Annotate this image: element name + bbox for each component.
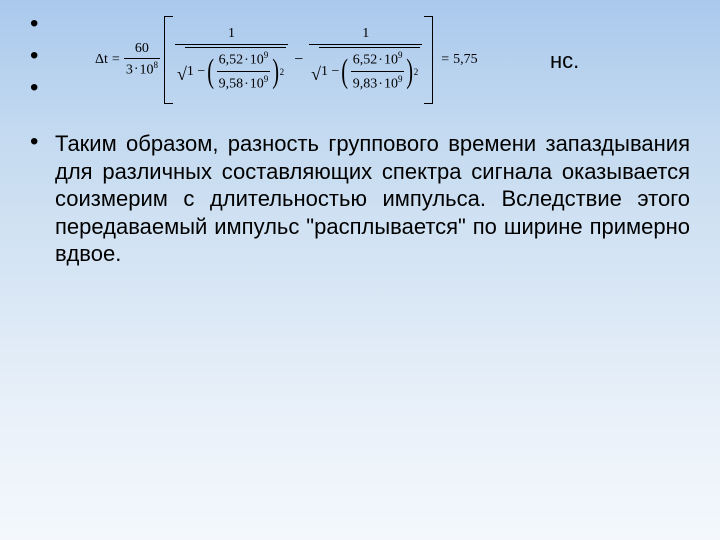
formula-bullet: Δt = 60 3·108 1 √: [10, 12, 690, 122]
term1-fraction: 1 √ 1 − ( 6,52·109: [175, 26, 288, 92]
delta-t-symbol: Δt: [95, 52, 108, 68]
empty-bullet-1: [10, 44, 55, 74]
term2-fraction: 1 √ 1 − ( 6,52·109: [309, 26, 422, 92]
coefficient-fraction: 60 3·108: [124, 41, 160, 79]
paragraph-text: Таким образом, разность группового време…: [55, 130, 690, 268]
minus-sign: −: [288, 51, 309, 69]
formula-equation: Δt = 60 3·108 1 √: [95, 12, 478, 107]
formula-area: Δt = 60 3·108 1 √: [55, 12, 690, 122]
equals-sign-2: =: [437, 52, 453, 68]
term1-sqrt: √ 1 − ( 6,52·109 9,58·109: [177, 47, 286, 92]
left-bracket-icon: [164, 16, 173, 104]
paragraph-bullet: Таким образом, разность группового време…: [10, 130, 690, 268]
equals-sign-1: =: [108, 52, 124, 68]
unit-label: нс.: [550, 48, 579, 74]
coeff-denominator: 3·108: [124, 58, 160, 79]
slide: Δt = 60 3·108 1 √: [0, 0, 720, 540]
coeff-numerator: 60: [133, 41, 151, 58]
bullet-list: Δt = 60 3·108 1 √: [10, 12, 690, 268]
result-value: 5,75: [453, 52, 478, 68]
term2-sqrt: √ 1 − ( 6,52·109 9,83·109: [311, 47, 420, 92]
right-bracket-icon: [424, 16, 433, 104]
empty-bullet-2: [10, 76, 55, 106]
